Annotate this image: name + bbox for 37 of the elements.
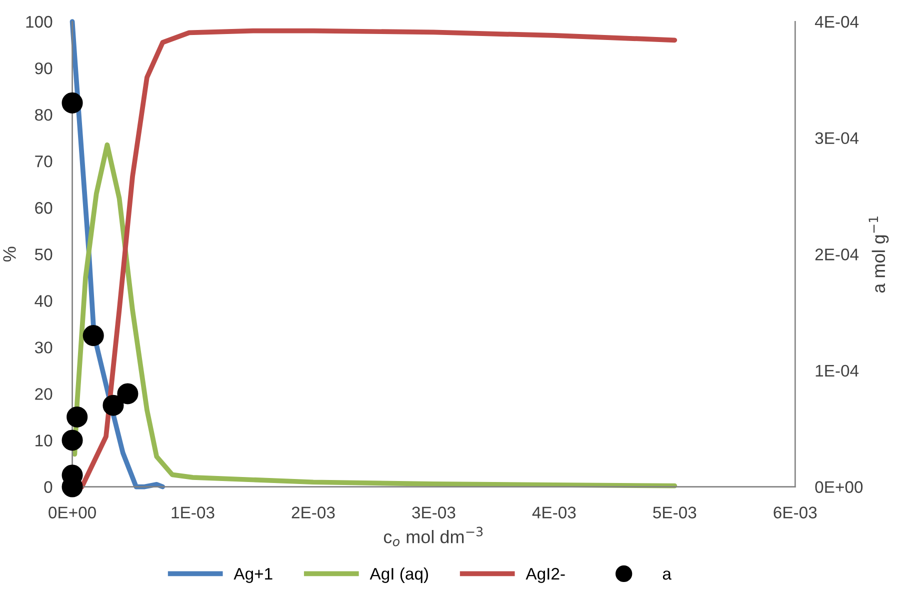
y-tick-label: 70 [35, 156, 52, 168]
x-tick-label: 2E-03 [292, 506, 335, 518]
legend-label: Ag+1 [234, 568, 272, 583]
y-tick-label: 0 [44, 481, 52, 493]
y-tick-label: 60 [35, 202, 52, 214]
y-tick-label: 80 [35, 108, 52, 121]
x-tick-label: 1E-03 [172, 506, 214, 518]
point [62, 430, 83, 451]
y2-tick-label: 3E-04 [815, 132, 859, 144]
y-tick-label: 30 [34, 342, 52, 354]
point [66, 406, 88, 428]
line-series [72, 142, 678, 488]
x-tick-label: 3E-03 [412, 506, 456, 518]
x-tick-label: 4E-03 [532, 506, 576, 518]
y2-axis-title: a mol g$^{−1}$ [868, 216, 889, 293]
point [117, 383, 138, 404]
legend-label: AgI2- [526, 568, 565, 583]
x-tick-label: 6E-03 [774, 506, 817, 518]
y-tick-label: 100 [26, 16, 52, 28]
x-tick-label: 5E-03 [653, 506, 696, 518]
y-tick-label: 20 [35, 388, 52, 400]
point [82, 325, 104, 346]
x-tick-label: 0E+00 [48, 506, 96, 518]
y2-tick-label: 0E+00 [815, 481, 863, 493]
legend-label: a [662, 570, 672, 580]
x-axis-title: c$_{o}$ mol dm$^{−3}$ [384, 526, 483, 546]
y-tick-label: 90 [35, 62, 52, 74]
y2-tick-label: 1E-04 [816, 364, 859, 377]
y2-tick-label: 4E-04 [814, 16, 859, 28]
point [102, 394, 124, 416]
y-tick-label: 40 [34, 295, 52, 307]
y2-tick-label: 2E-04 [815, 248, 859, 260]
point [62, 92, 83, 114]
y-tick-label: 50 [34, 248, 52, 260]
y-axis-title: % [3, 246, 16, 262]
y-tick-label: 10 [36, 434, 52, 446]
legend-label: AgI (aq) [370, 567, 428, 583]
